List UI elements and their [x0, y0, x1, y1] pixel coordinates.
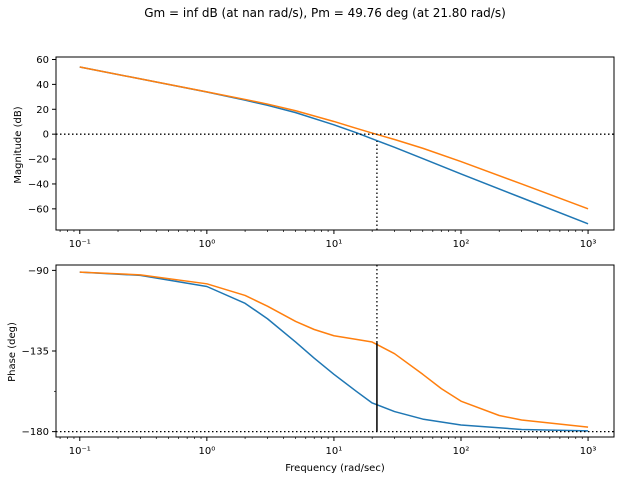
- magnitude-xtick-label: 10³: [580, 239, 597, 250]
- magnitude-ytick-label: −40: [28, 179, 49, 190]
- magnitude-axes-frame: [55, 56, 615, 231]
- magnitude-series-1-line: [79, 66, 589, 225]
- phase-series: [79, 271, 589, 432]
- magnitude-panel: Magnitude (dB) 10⁻¹ 10⁰ 10¹ 10² 10³ 60 40 20 0 −…: [13, 55, 615, 250]
- phase-xtick-label: 10¹: [326, 446, 343, 457]
- phase-ytick-label: −135: [22, 347, 49, 358]
- magnitude-ytick-label: −20: [28, 155, 49, 166]
- magnitude-xticks: 10⁻¹ 10⁰ 10¹ 10² 10³: [59, 230, 597, 250]
- phase-yticks: −90 −135 −180: [22, 266, 56, 438]
- magnitude-yticks: 60 40 20 0 −20 −40 −60: [28, 55, 56, 215]
- magnitude-ytick-label: 60: [36, 55, 49, 66]
- phase-xtick-label: 10³: [580, 446, 597, 457]
- phase-xlabel: Frequency (rad/sec): [285, 463, 385, 474]
- magnitude-reference-lines: [56, 133, 614, 230]
- phase-panel: Phase (deg) Frequency (rad/sec) 10⁻¹ 10⁰ 1…: [7, 264, 615, 474]
- phase-axes-frame: [55, 264, 615, 438]
- magnitude-ylabel: Magnitude (dB): [13, 106, 24, 183]
- phase-xticks: 10⁻¹ 10⁰ 10¹ 10² 10³: [59, 437, 597, 457]
- magnitude-ytick-label: −60: [28, 204, 49, 215]
- phase-xtick-label: 10⁰: [198, 446, 215, 457]
- magnitude-xtick-label: 10⁰: [198, 239, 215, 250]
- magnitude-ytick-label: 40: [36, 80, 49, 91]
- phase-xtick-label: 10⁻¹: [69, 446, 91, 457]
- magnitude-ytick-label: 20: [36, 105, 49, 116]
- phase-xtick-label: 10²: [453, 446, 470, 457]
- magnitude-xtick-label: 10²: [453, 239, 470, 250]
- phase-reference-lines: [56, 265, 614, 433]
- magnitude-ytick-label: 0: [43, 130, 49, 141]
- phase-series-2-line: [79, 271, 589, 428]
- figure-title: Gm = inf dB (at nan rad/s), Pm = 49.76 d…: [144, 6, 506, 20]
- phase-ylabel: Phase (deg): [7, 322, 18, 382]
- magnitude-xtick-label: 10¹: [326, 239, 343, 250]
- magnitude-xtick-label: 10⁻¹: [69, 239, 91, 250]
- phase-ytick-label: −180: [22, 427, 49, 438]
- phase-series-1-line: [79, 271, 589, 432]
- magnitude-series-2-line: [79, 66, 589, 210]
- phase-ytick-label: −90: [28, 266, 49, 277]
- magnitude-series: [79, 66, 589, 225]
